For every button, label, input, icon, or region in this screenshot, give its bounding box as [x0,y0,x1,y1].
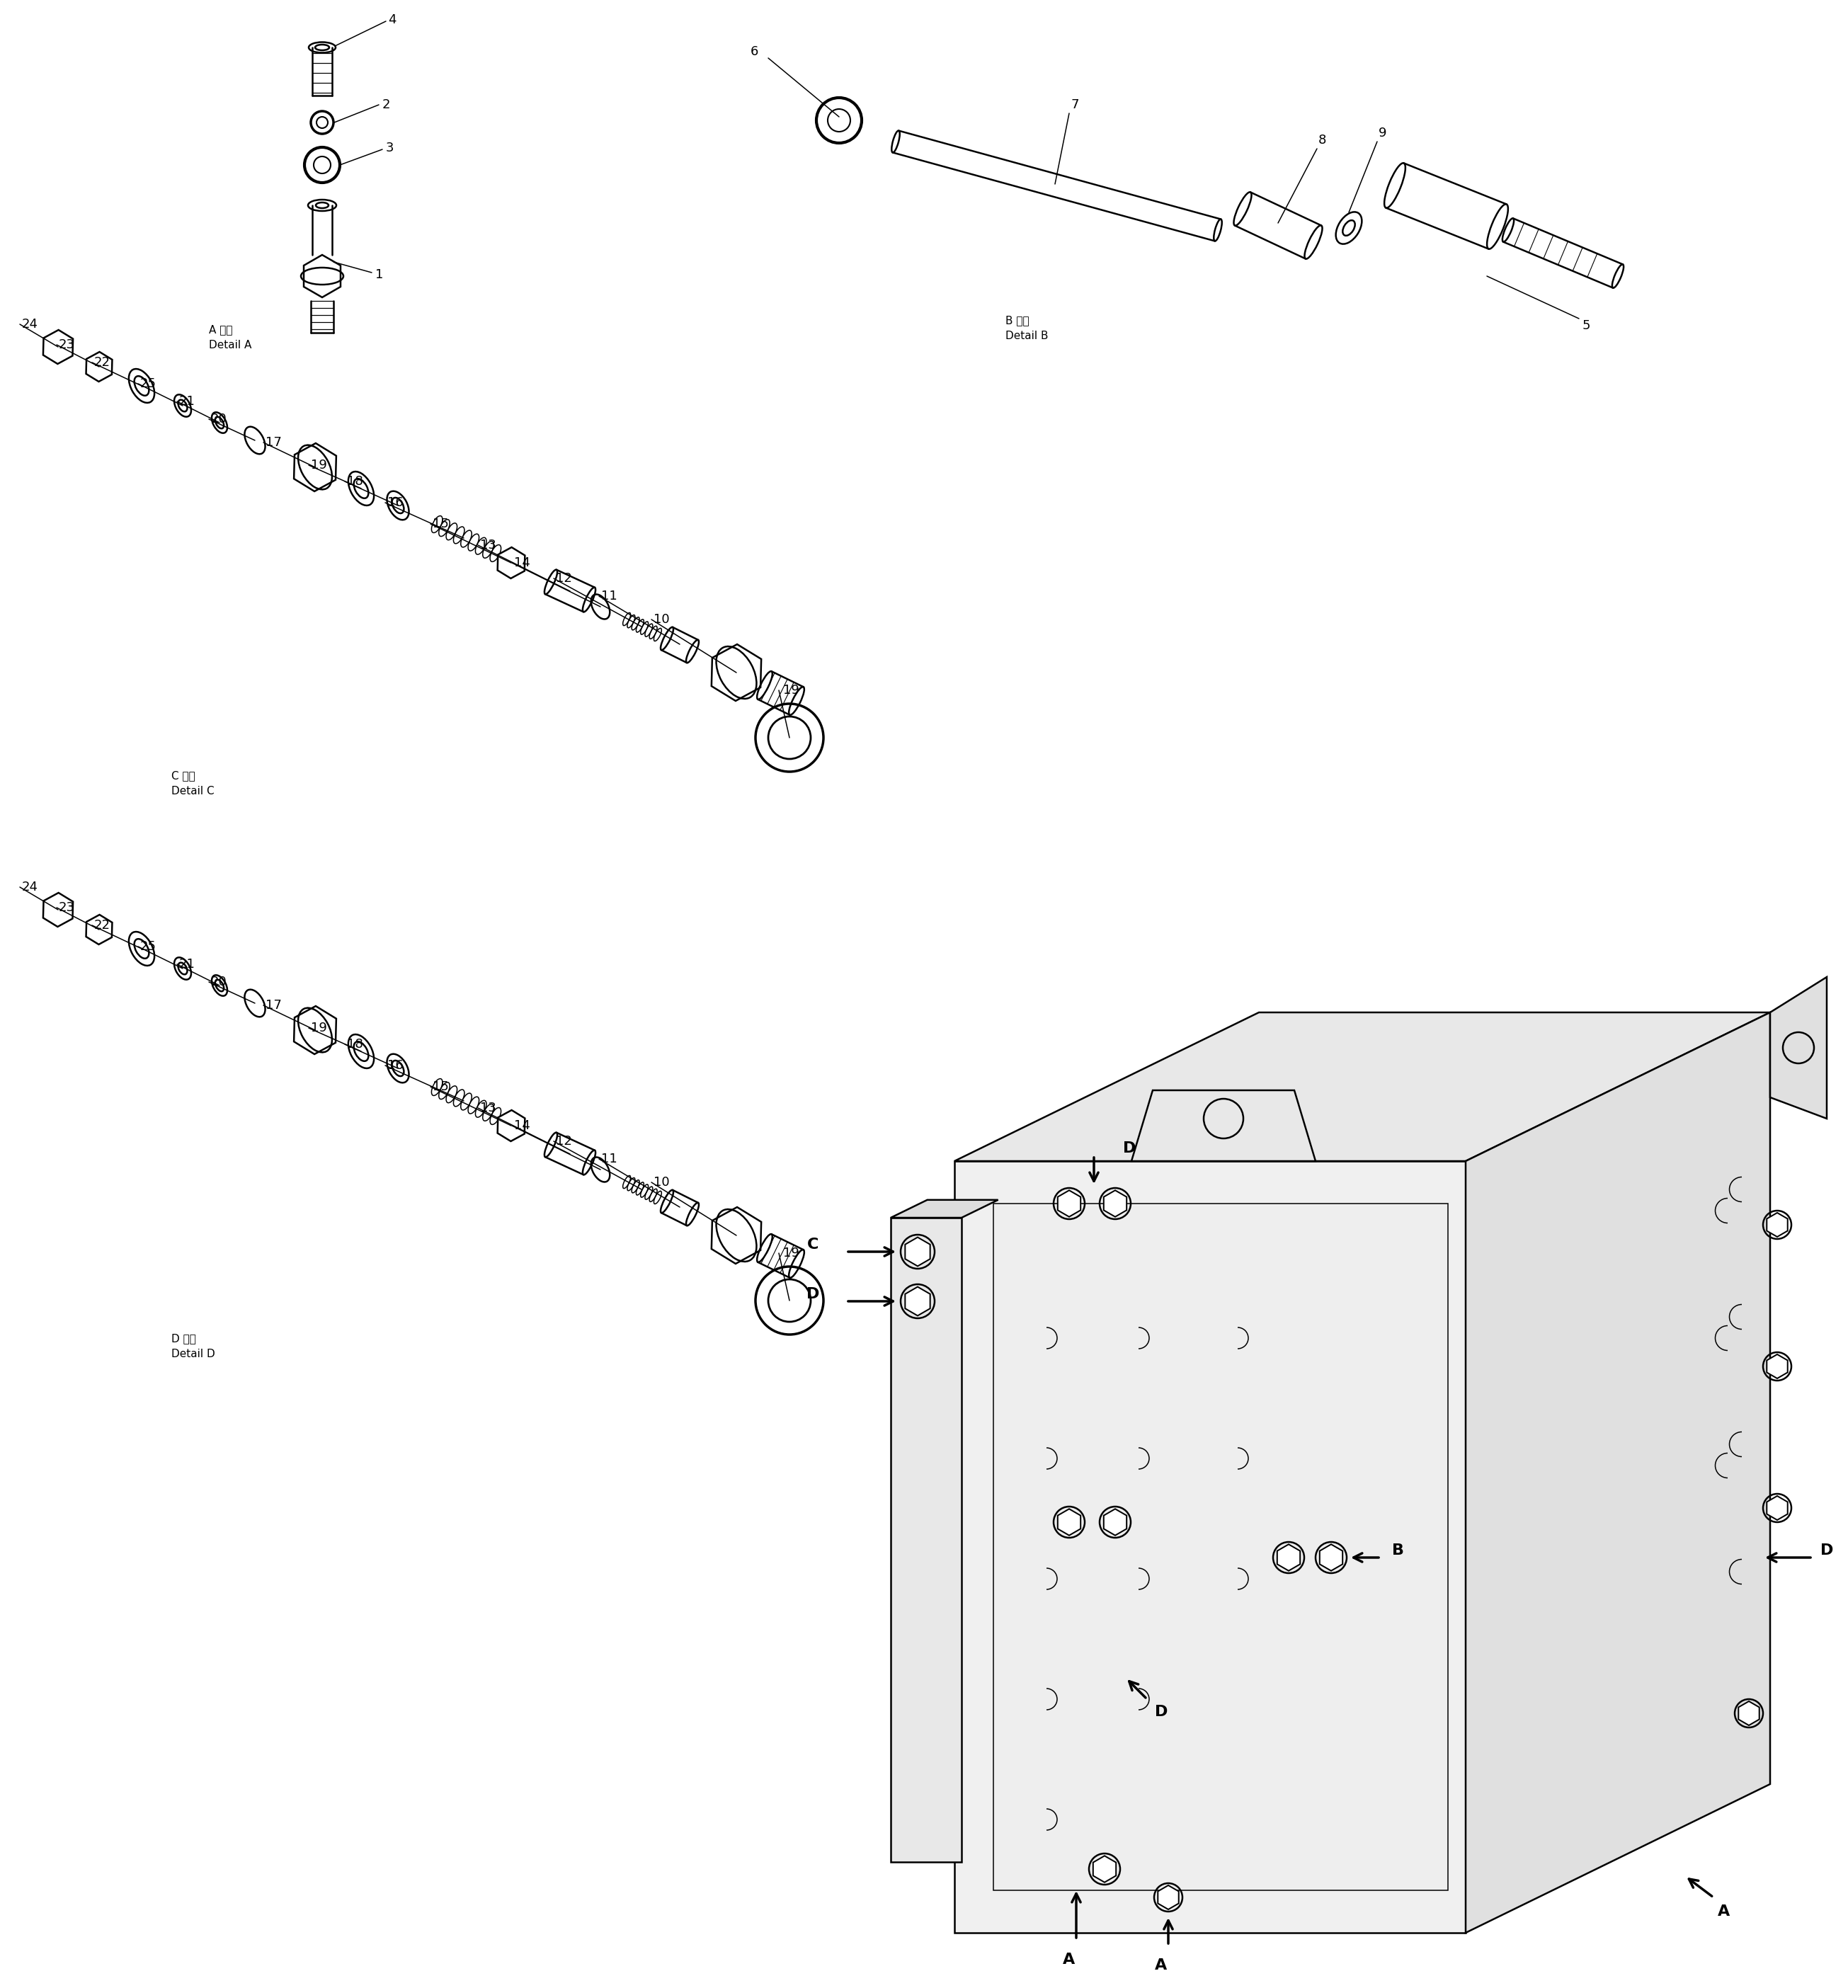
Text: C 詳細
Detail C: C 詳細 Detail C [172,769,214,797]
Text: 24: 24 [22,318,39,330]
Text: 14: 14 [514,557,530,569]
Polygon shape [891,1201,998,1219]
Polygon shape [954,1161,1465,1932]
Text: 12: 12 [556,1135,573,1147]
Polygon shape [1103,1509,1127,1535]
Text: 22: 22 [94,356,111,370]
Text: 13: 13 [480,1101,497,1115]
Polygon shape [294,443,336,491]
Text: 25: 25 [140,378,157,390]
Text: 15: 15 [432,1079,449,1093]
Text: 8: 8 [1318,133,1327,147]
Polygon shape [1277,1545,1301,1571]
Polygon shape [87,352,113,382]
Text: 20: 20 [211,414,227,425]
Text: B 詳細
Detail B: B 詳細 Detail B [1005,314,1048,342]
Text: 3: 3 [386,141,394,155]
Text: 6: 6 [750,46,758,58]
Text: 1: 1 [375,268,383,280]
Text: 19: 19 [784,1246,800,1260]
Text: A: A [1719,1905,1730,1918]
Text: D: D [1155,1706,1168,1720]
Text: 25: 25 [140,940,157,952]
Text: D 詳細
Detail D: D 詳細 Detail D [172,1334,214,1360]
Polygon shape [1319,1545,1343,1571]
Text: A: A [1063,1952,1076,1966]
Polygon shape [1159,1885,1179,1908]
Polygon shape [1057,1509,1081,1535]
Polygon shape [87,914,113,944]
Polygon shape [1767,1213,1787,1237]
Polygon shape [1092,1857,1116,1883]
Text: 14: 14 [514,1119,530,1131]
Polygon shape [906,1237,930,1266]
Text: 7: 7 [1070,99,1079,111]
Polygon shape [1057,1191,1081,1217]
Text: 9: 9 [1379,127,1386,139]
Text: 20: 20 [211,976,227,988]
Text: 16: 16 [388,1060,403,1072]
Text: 24: 24 [22,881,39,893]
Text: D: D [1124,1141,1137,1155]
Polygon shape [906,1286,930,1316]
Polygon shape [711,1207,761,1264]
Text: 11: 11 [601,1153,617,1165]
Text: 23: 23 [59,901,76,914]
Text: 22: 22 [94,918,111,932]
Polygon shape [497,547,525,579]
Polygon shape [497,1109,525,1141]
Polygon shape [1767,1354,1787,1378]
Text: 5: 5 [1582,320,1591,332]
Polygon shape [994,1203,1449,1891]
Text: 23: 23 [59,338,76,352]
Text: B: B [1392,1543,1404,1557]
Text: 12: 12 [556,573,573,584]
Text: 2: 2 [383,99,390,111]
Polygon shape [1739,1702,1759,1726]
Text: A: A [1155,1958,1168,1972]
Text: 15: 15 [432,517,449,531]
Text: 19: 19 [310,1022,327,1034]
Text: 16: 16 [388,497,403,509]
Text: 21: 21 [179,958,196,970]
Text: 18: 18 [347,1038,362,1050]
Polygon shape [1767,1495,1787,1521]
Text: 11: 11 [601,590,617,602]
Polygon shape [1131,1089,1316,1161]
Text: 10: 10 [654,1177,669,1189]
Text: A 詳細
Detail A: A 詳細 Detail A [209,324,251,350]
Polygon shape [1770,976,1828,1119]
Text: C: C [808,1239,819,1252]
Polygon shape [954,1012,1770,1161]
Text: 17: 17 [266,435,281,449]
Text: 13: 13 [480,539,497,551]
Polygon shape [303,254,340,298]
Polygon shape [1103,1191,1127,1217]
Polygon shape [43,330,72,364]
Text: 4: 4 [388,14,395,26]
Text: 21: 21 [179,396,196,408]
Text: 18: 18 [347,475,362,487]
Text: 19: 19 [310,459,327,471]
Polygon shape [891,1219,961,1863]
Polygon shape [43,893,72,926]
Polygon shape [711,644,761,702]
Text: D: D [806,1286,819,1302]
Polygon shape [1465,1012,1770,1932]
Polygon shape [294,1006,336,1054]
Text: 19: 19 [784,684,800,696]
Text: 10: 10 [654,612,669,626]
Text: D: D [1820,1543,1833,1557]
Text: 17: 17 [266,998,281,1012]
